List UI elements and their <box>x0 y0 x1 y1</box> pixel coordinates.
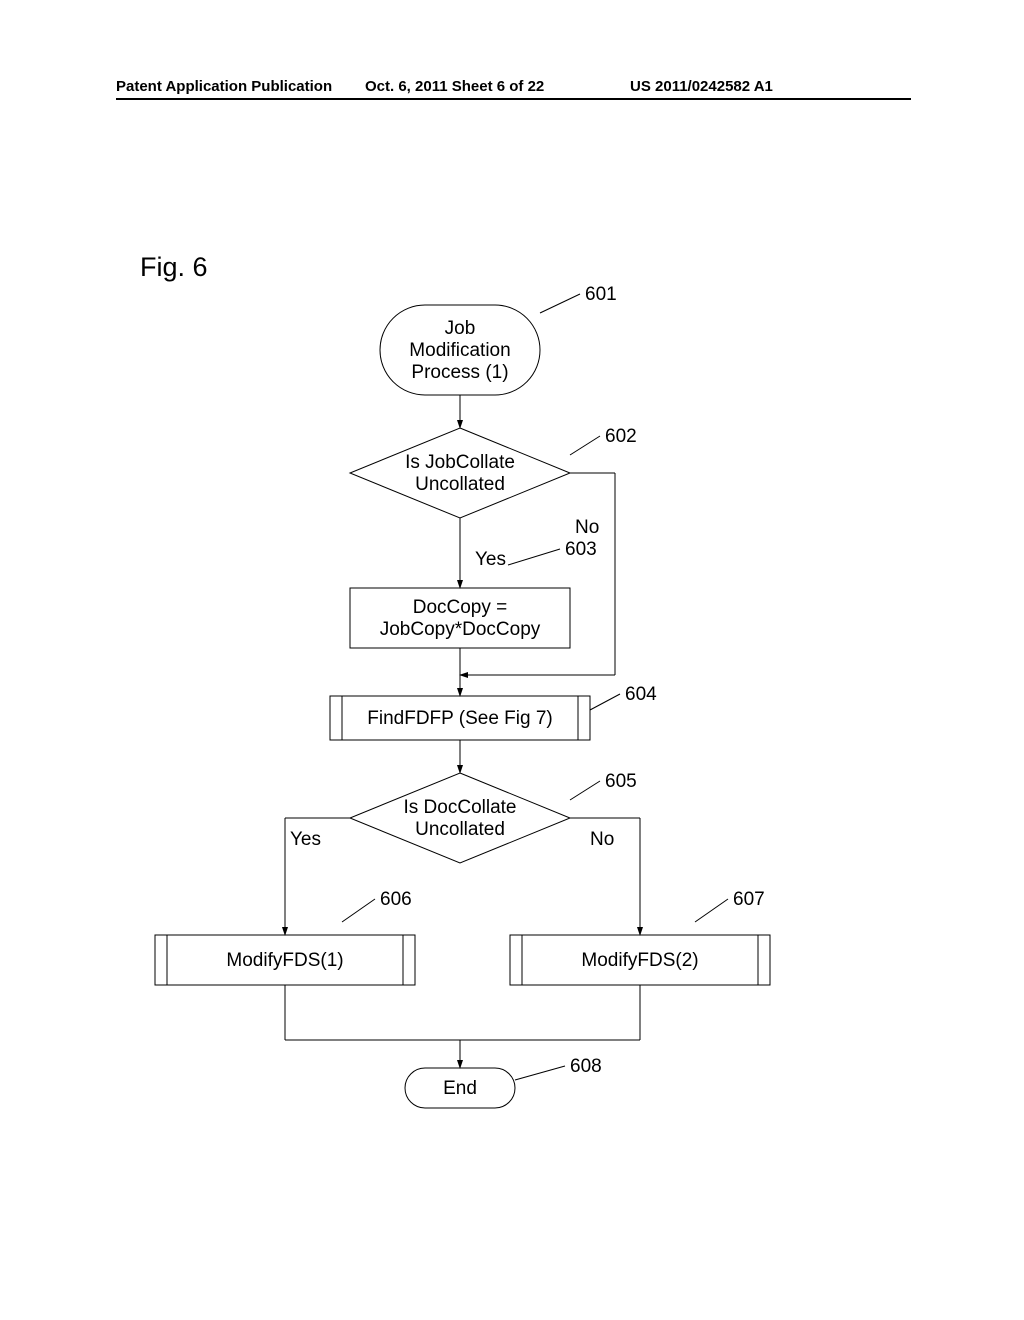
svg-text:Modification: Modification <box>409 340 510 361</box>
svg-text:608: 608 <box>570 1056 602 1077</box>
svg-text:604: 604 <box>625 684 657 705</box>
svg-text:606: 606 <box>380 889 412 910</box>
svg-text:Is DocCollate: Is DocCollate <box>404 797 517 818</box>
svg-text:DocCopy =: DocCopy = <box>413 597 508 618</box>
svg-text:No: No <box>590 829 614 850</box>
svg-text:602: 602 <box>605 426 637 447</box>
svg-text:Yes: Yes <box>475 549 506 570</box>
svg-text:Yes: Yes <box>290 829 321 850</box>
svg-text:No: No <box>575 517 599 538</box>
svg-text:Is JobCollate: Is JobCollate <box>405 452 515 473</box>
svg-text:605: 605 <box>605 771 637 792</box>
svg-text:Job: Job <box>445 318 476 339</box>
svg-text:603: 603 <box>565 539 597 560</box>
svg-text:FindFDFP (See Fig 7): FindFDFP (See Fig 7) <box>367 708 552 729</box>
svg-text:End: End <box>443 1078 477 1099</box>
flowchart-svg: JobModificationProcess (1) 601 Is JobColla… <box>0 0 1024 1320</box>
svg-text:ModifyFDS(2): ModifyFDS(2) <box>581 950 698 971</box>
svg-text:Uncollated: Uncollated <box>415 474 505 495</box>
svg-text:607: 607 <box>733 889 765 910</box>
svg-text:Process (1): Process (1) <box>411 362 508 383</box>
svg-text:ModifyFDS(1): ModifyFDS(1) <box>226 950 343 971</box>
svg-text:601: 601 <box>585 284 617 305</box>
svg-text:JobCopy*DocCopy: JobCopy*DocCopy <box>380 619 541 640</box>
svg-text:Uncollated: Uncollated <box>415 819 505 840</box>
